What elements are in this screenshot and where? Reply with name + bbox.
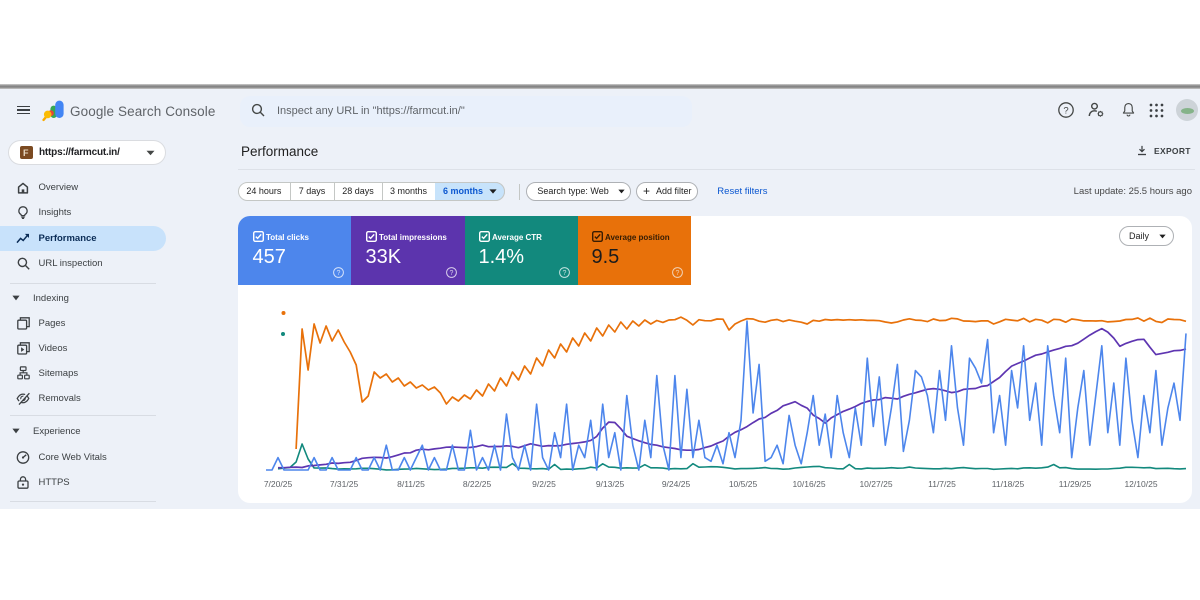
svg-text:?: ? <box>1063 105 1068 116</box>
svg-text:?: ? <box>337 270 341 277</box>
svg-text:?: ? <box>676 270 680 277</box>
svg-text:?: ? <box>450 270 454 277</box>
svg-text:?: ? <box>563 270 567 277</box>
